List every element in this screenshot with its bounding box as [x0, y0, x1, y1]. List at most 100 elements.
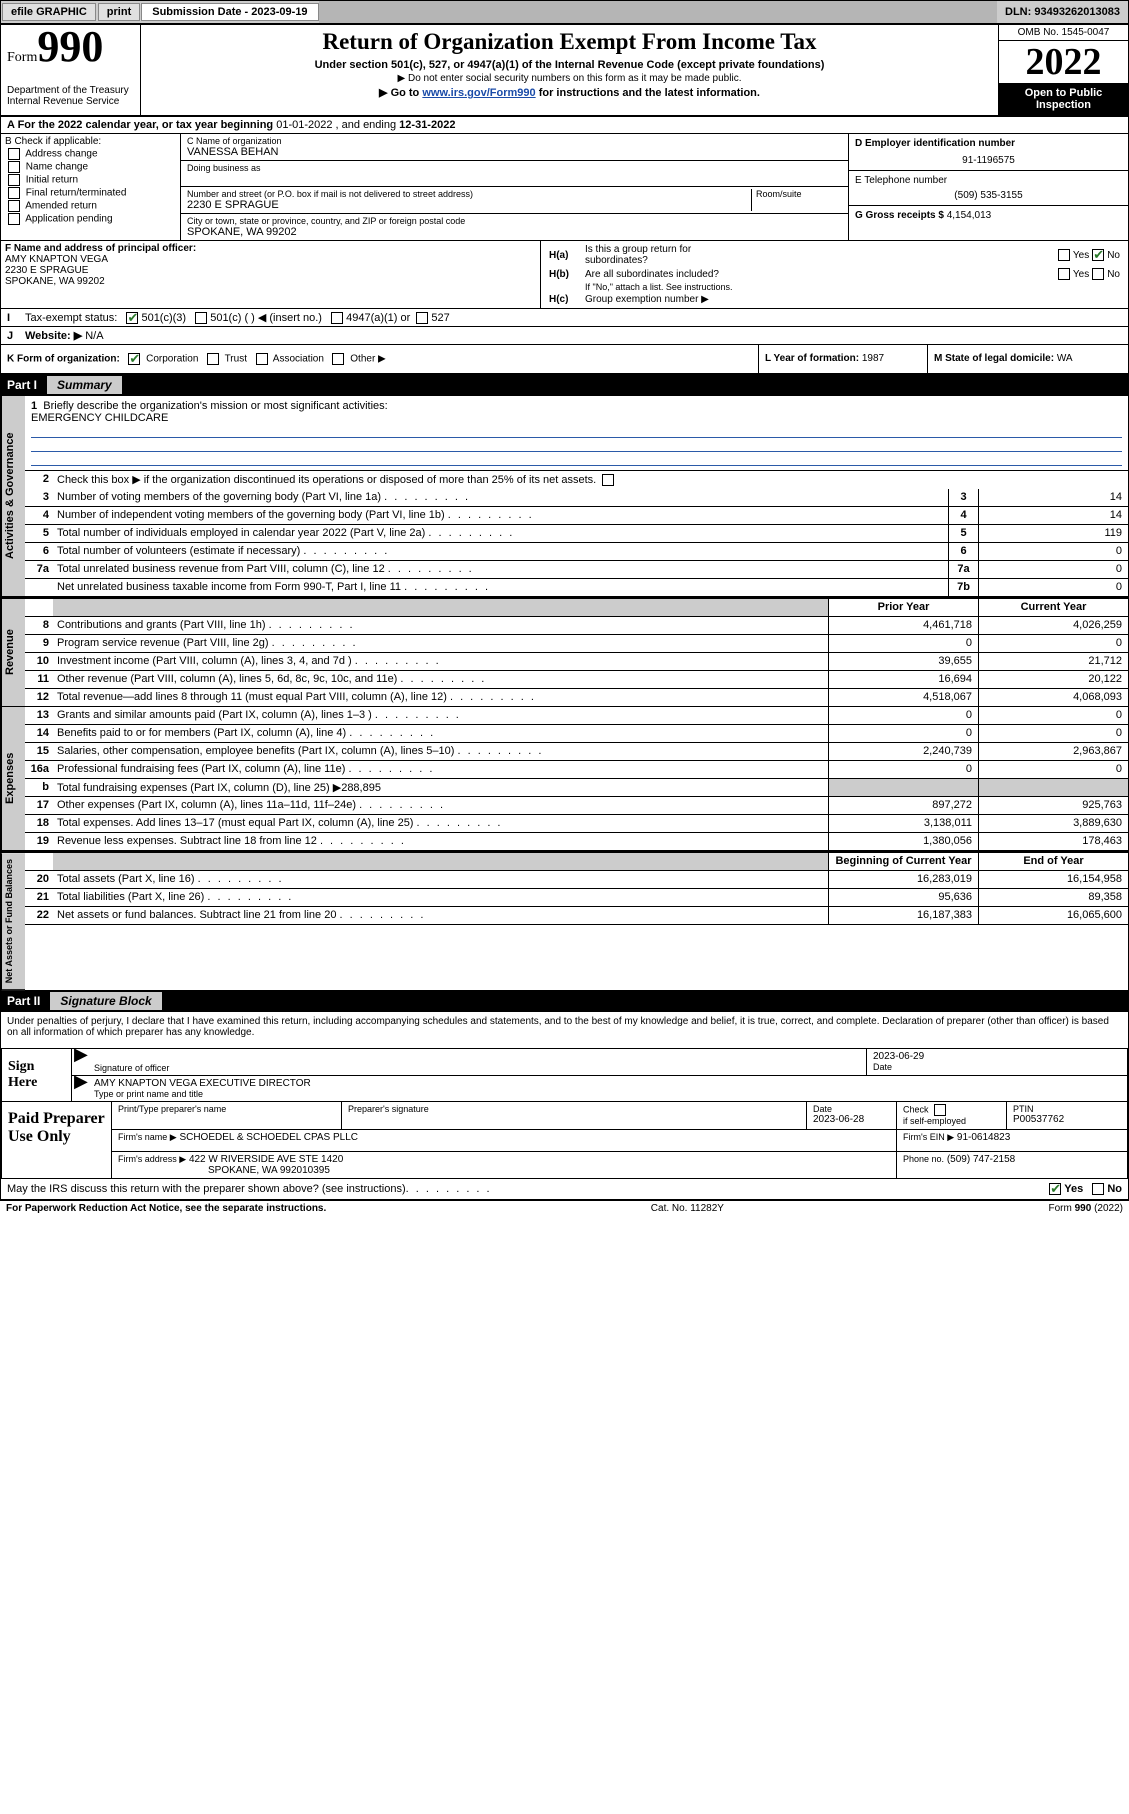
row-desc: Number of independent voting members of … — [53, 507, 948, 524]
g-label: G Gross receipts $ — [855, 210, 944, 221]
col-b: B Check if applicable: Address change Na… — [1, 134, 181, 240]
f-label: F Name and address of principal officer: — [5, 243, 536, 254]
inspection-line1: Open to Public — [1001, 87, 1126, 99]
row-num: 18 — [25, 815, 53, 832]
row-val: 14 — [978, 507, 1128, 524]
row-desc: Total number of volunteers (estimate if … — [53, 543, 948, 560]
m-state: M State of legal domicile: WA — [928, 345, 1128, 373]
paid-h1-label: Print/Type preparer's name — [118, 1104, 335, 1114]
sign-arrow-2: ▶ — [72, 1076, 88, 1101]
h-block: H(a) Is this a group return for subordin… — [541, 241, 1128, 308]
paid-h4a: Check — [903, 1105, 929, 1115]
i-501c3-checkbox[interactable] — [126, 312, 138, 324]
hb-text: Are all subordinates included? — [585, 269, 1055, 280]
hb-label: H(b) — [549, 269, 585, 280]
q2-row: 2 Check this box ▶ if the organization d… — [25, 471, 1128, 489]
summary-row: 17Other expenses (Part IX, column (A), l… — [25, 797, 1128, 815]
tab-governance: Activities & Governance — [1, 396, 25, 597]
c-city-row: City or town, state or province, country… — [181, 214, 848, 240]
part-1-header: Part I Summary — [1, 374, 1128, 396]
b-opt-0: Address change — [25, 149, 97, 160]
i-4947-checkbox[interactable] — [331, 312, 343, 324]
k-corp-checkbox[interactable] — [128, 353, 140, 365]
row-desc: Other revenue (Part VIII, column (A), li… — [53, 671, 828, 688]
c-addr-label: Number and street (or P.O. box if mail i… — [187, 189, 751, 199]
row-box: 7a — [948, 561, 978, 578]
col-deg: D Employer identification number 91-1196… — [848, 134, 1128, 240]
i-527-checkbox[interactable] — [416, 312, 428, 324]
sig-name-cell: AMY KNAPTON VEGA EXECUTIVE DIRECTOR Type… — [88, 1076, 1127, 1101]
hc-label: H(c) — [549, 294, 585, 305]
end-year-label: End of Year — [978, 853, 1128, 870]
chk-amended[interactable]: Amended return — [5, 200, 176, 212]
footer-right: Form 990 (2022) — [1049, 1203, 1123, 1214]
chk-initial-return[interactable]: Initial return — [5, 174, 176, 186]
row-current: 3,889,630 — [978, 815, 1128, 832]
chk-application-pending[interactable]: Application pending — [5, 213, 176, 225]
k-trust-checkbox[interactable] — [207, 353, 219, 365]
firm-phone-cell: Phone no. (509) 747-2158 — [897, 1152, 1127, 1178]
i-lbl: I — [7, 312, 25, 324]
hb-no-checkbox[interactable] — [1092, 268, 1104, 280]
current-year-label: Current Year — [978, 599, 1128, 616]
k-form-org: K Form of organization: Corporation Trus… — [1, 345, 758, 373]
discuss-yes-checkbox[interactable] — [1049, 1183, 1061, 1195]
chk-name-change[interactable]: Name change — [5, 161, 176, 173]
signature-declaration: Under penalties of perjury, I declare th… — [1, 1012, 1128, 1042]
tax-year: 2022 — [999, 41, 1128, 83]
print-button[interactable]: print — [98, 3, 140, 21]
summary-row: 5Total number of individuals employed in… — [25, 525, 1128, 543]
i-o4: 527 — [431, 312, 449, 324]
ha-no-checkbox[interactable] — [1092, 249, 1104, 261]
gov-body: 1 Briefly describe the organization's mi… — [25, 396, 1128, 597]
firm-addr2: SPOKANE, WA 992010395 — [208, 1165, 330, 1176]
paid-right: Print/Type preparer's name Preparer's si… — [112, 1102, 1127, 1178]
row-prior: 4,461,718 — [828, 617, 978, 634]
hb-yes: Yes — [1073, 269, 1089, 280]
discuss-no-checkbox[interactable] — [1092, 1183, 1104, 1195]
h-c-row: H(c) Group exemption number ▶ — [545, 293, 1124, 306]
footer-right-b: 990 — [1075, 1203, 1092, 1214]
hb-yes-checkbox[interactable] — [1058, 268, 1070, 280]
efile-button[interactable]: efile GRAPHIC — [2, 3, 96, 21]
chk-address-change[interactable]: Address change — [5, 148, 176, 160]
k-other-checkbox[interactable] — [332, 353, 344, 365]
c-addr-value: 2230 E SPRAGUE — [187, 199, 751, 211]
row-current: 20,122 — [978, 671, 1128, 688]
footer-right-c: (2022) — [1091, 1203, 1123, 1214]
c-name-row: C Name of organization VANESSA BEHAN — [181, 134, 848, 161]
q1-text: Briefly describe the organization's miss… — [43, 400, 387, 412]
row-num: 19 — [25, 833, 53, 850]
row-desc: Net unrelated business taxable income fr… — [53, 579, 948, 596]
q2-checkbox[interactable] — [602, 474, 614, 486]
summary-row: 20Total assets (Part X, line 16) 16,283,… — [25, 871, 1128, 889]
summary-netassets: Net Assets or Fund Balances Beginning of… — [1, 851, 1128, 990]
section-bcdefg: B Check if applicable: Address change Na… — [1, 134, 1128, 241]
summary-row: 18Total expenses. Add lines 13–17 (must … — [25, 815, 1128, 833]
row-desc: Total number of individuals employed in … — [53, 525, 948, 542]
begin-year-label: Beginning of Current Year — [828, 853, 978, 870]
e-phone-row: E Telephone number (509) 535-3155 — [849, 171, 1128, 206]
row-desc: Program service revenue (Part VIII, line… — [53, 635, 828, 652]
sign-row-2: ▶ AMY KNAPTON VEGA EXECUTIVE DIRECTOR Ty… — [72, 1076, 1127, 1101]
row-prior: 0 — [828, 707, 978, 724]
row-current: 925,763 — [978, 797, 1128, 814]
part-2-header: Part II Signature Block — [1, 990, 1128, 1012]
gov-rows: 3Number of voting members of the governi… — [25, 489, 1128, 597]
row-box: 3 — [948, 489, 978, 506]
row-desc: Investment income (Part VIII, column (A)… — [53, 653, 828, 670]
irs-link[interactable]: www.irs.gov/Form990 — [422, 87, 535, 99]
j-website: J Website: ▶ N/A — [1, 327, 1128, 345]
ha-label: H(a) — [549, 250, 585, 261]
row-current: 0 — [978, 761, 1128, 778]
mission-line1 — [31, 424, 1122, 438]
k-assoc-checkbox[interactable] — [256, 353, 268, 365]
ha-yes-checkbox[interactable] — [1058, 249, 1070, 261]
chk-final-return[interactable]: Final return/terminated — [5, 187, 176, 199]
self-employed-checkbox[interactable] — [934, 1104, 946, 1116]
row-val: 0 — [978, 543, 1128, 560]
c-name-value: VANESSA BEHAN — [187, 146, 842, 158]
i-501c-checkbox[interactable] — [195, 312, 207, 324]
b-opt-3: Final return/terminated — [26, 188, 127, 199]
c-dba-row: Doing business as — [181, 161, 848, 187]
